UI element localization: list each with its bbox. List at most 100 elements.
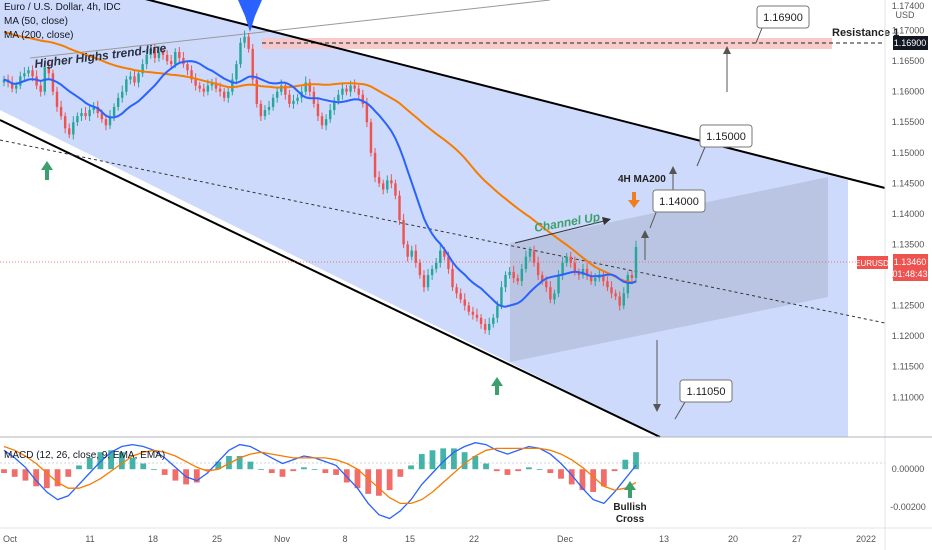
macd-histogram-bar (151, 469, 157, 471)
candle-body (259, 103, 263, 117)
macd-histogram-bar (76, 465, 82, 470)
candle-body (467, 305, 471, 312)
macd-histogram-bar (11, 469, 18, 477)
macd-histogram-bar (440, 448, 447, 470)
candle-body (394, 183, 397, 196)
candle-body (561, 262, 564, 276)
candle-body (361, 94, 365, 104)
time-tick-label: 20 (728, 534, 738, 544)
macd-histogram-bar (472, 455, 479, 470)
candle-body (59, 106, 63, 117)
candle-body (112, 106, 116, 117)
candle-body (2, 79, 6, 83)
candle-body (626, 275, 630, 294)
macd-signal-line (3, 445, 637, 505)
candle-body (125, 79, 128, 92)
candle-body (316, 103, 320, 117)
candle-body (414, 250, 418, 263)
candle-body (504, 275, 507, 288)
candle-body (439, 250, 442, 263)
candle-body (68, 128, 71, 135)
candle-body (23, 73, 26, 77)
candle-body (47, 67, 51, 74)
candle-body (267, 106, 271, 111)
candle-body (206, 85, 210, 92)
channel-mid-dotted-line (0, 139, 886, 324)
channel-up-zone (510, 177, 828, 362)
macd-histogram-bar (333, 469, 339, 475)
candle-body (353, 85, 356, 89)
macd-histogram-bar (322, 469, 329, 474)
candle-body (634, 246, 638, 279)
candle-body (288, 94, 291, 104)
candle-body (10, 82, 14, 89)
callout-box-2 (699, 124, 753, 148)
candle-body (186, 64, 189, 71)
macd-histogram-bar (140, 463, 147, 470)
candle-body (121, 91, 124, 98)
candle-body (589, 275, 593, 282)
time-axis-ticks: Oct 11 18 25 Nov 8 15 22 Dec 13 20 27 2022 (3, 534, 876, 544)
macd-legend: MACD (12, 26, close, 9, EMA, EMA) (4, 450, 166, 461)
price-tick-label: 1.11000 (892, 392, 924, 402)
time-tick-label: 18 (148, 534, 158, 544)
ma200-line (3, 30, 637, 284)
resistance-label: Resistance 1 (832, 27, 899, 39)
candle-body (386, 180, 389, 190)
price-tick-label: 1.15500 (892, 117, 925, 127)
macd-histogram-bar (568, 469, 575, 485)
candle-body (496, 305, 499, 318)
target-arrow-head-3 (641, 230, 649, 238)
macd-histogram-bar (247, 461, 254, 470)
candle-body (381, 183, 385, 190)
candle-body (80, 113, 83, 117)
time-tick-label: 27 (792, 534, 802, 544)
macd-histogram-bar (493, 469, 500, 472)
candle-body (149, 48, 153, 56)
resistance-price-tag-text: 1.16900 (894, 38, 927, 48)
countdown-tag-text: 01:48:43 (892, 269, 927, 279)
macd-axis-ticks: 0.00000 -0.00200 (890, 464, 926, 512)
candle-body (92, 106, 95, 111)
macd-histogram-bar (54, 469, 61, 487)
macd-histogram-bar (118, 452, 125, 470)
callout-text-2: 1.15000 (706, 131, 746, 143)
macd-tick-label: -0.00200 (890, 502, 926, 512)
candle-body (190, 70, 193, 80)
candle-body (76, 116, 79, 123)
macd-histogram-bar (290, 469, 297, 472)
macd-histogram-bar (22, 469, 29, 481)
macd-histogram-bar (193, 469, 200, 483)
macd-histogram-bar (408, 465, 414, 470)
candle-body (528, 250, 532, 257)
candle-body (622, 293, 625, 306)
candle-body (39, 85, 42, 92)
macd-histogram-bar (558, 469, 564, 479)
candle-body (333, 100, 336, 111)
candle-body (606, 281, 609, 288)
candle-body (447, 256, 450, 269)
candle-body (610, 287, 613, 294)
macd-histogram-bar (525, 467, 532, 470)
candle-body (55, 91, 59, 107)
macd-histogram-bar (429, 450, 436, 470)
candle-body (27, 70, 30, 74)
candle-body (84, 113, 87, 117)
candle-body (178, 51, 181, 59)
green-up-arrow-2 (491, 377, 503, 395)
macd-histogram-bar (633, 452, 639, 470)
macd-tick-label: 0.00000 (892, 464, 925, 474)
ma50-legend: MA (50, close) (4, 16, 68, 27)
macd-histogram-bar (65, 469, 72, 477)
candle-body (263, 110, 267, 117)
candle-body (35, 76, 38, 86)
time-tick-label: 22 (469, 534, 479, 544)
candle-body (235, 64, 238, 80)
candle-body (271, 97, 275, 107)
price-tick-label: 1.14500 (892, 178, 925, 188)
channel-up-arrow-line (514, 219, 609, 244)
candle-body (594, 278, 597, 282)
candle-body (255, 79, 259, 104)
candle-body (198, 85, 201, 89)
